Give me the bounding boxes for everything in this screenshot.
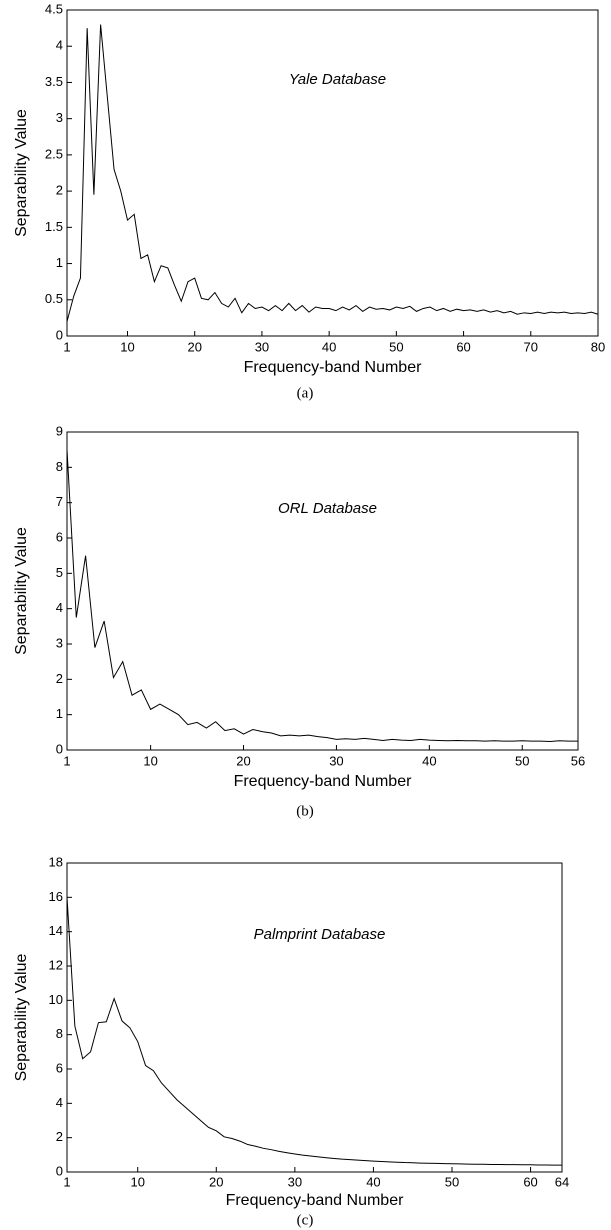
x-tick-label: 80	[591, 339, 605, 354]
y-tick-label: 3	[56, 110, 63, 125]
x-axis-label: Frequency-band Number	[234, 773, 413, 790]
y-tick-label: 12	[49, 957, 63, 972]
caption: (a)	[297, 385, 314, 401]
y-tick-label: 6	[56, 529, 63, 544]
y-tick-label: 14	[49, 923, 63, 938]
data-line	[66, 24, 599, 322]
x-tick-label: 56	[571, 753, 585, 768]
y-tick-label: 0.5	[45, 291, 63, 306]
x-tick-label: 50	[445, 1174, 459, 1189]
y-tick-label: 0	[56, 327, 63, 342]
y-tick-label: 2	[56, 671, 63, 686]
x-tick-label: 40	[366, 1174, 380, 1189]
y-axis-label: Separability Value	[13, 527, 30, 655]
x-tick-label: 30	[329, 753, 343, 768]
y-tick-label: 8	[56, 1026, 63, 1041]
x-tick-label: 40	[422, 753, 436, 768]
x-tick-label: 10	[143, 753, 157, 768]
x-tick-label: 60	[523, 1174, 537, 1189]
y-tick-label: 1	[56, 706, 63, 721]
y-tick-label: 3.5	[45, 74, 63, 89]
y-tick-label: 3	[56, 635, 63, 650]
y-tick-label: 5	[56, 565, 63, 580]
y-tick-label: 4	[56, 600, 63, 615]
y-tick-label: 1	[56, 255, 63, 270]
x-tick-label: 20	[236, 753, 250, 768]
x-tick-label: 40	[322, 339, 336, 354]
y-tick-label: 9	[56, 423, 63, 438]
data-line	[66, 897, 562, 1166]
y-tick-label: 16	[49, 889, 63, 904]
x-tick-label: 50	[389, 339, 403, 354]
x-tick-label: 64	[555, 1174, 569, 1189]
y-axis-label: Separability Value	[13, 109, 30, 237]
y-tick-label: 4.5	[45, 1, 63, 16]
x-tick-label: 10	[120, 339, 134, 354]
y-tick-label: 8	[56, 459, 63, 474]
x-tick-label: 60	[456, 339, 470, 354]
x-tick-label: 50	[515, 753, 529, 768]
y-tick-label: 10	[49, 992, 63, 1007]
caption: (c)	[297, 1212, 314, 1228]
y-tick-label: 2.5	[45, 146, 63, 161]
y-tick-label: 6	[56, 1060, 63, 1075]
y-tick-label: 2	[56, 183, 63, 198]
annotation: Yale Database	[289, 71, 386, 88]
y-tick-label: 7	[56, 494, 63, 509]
x-tick-label: 1	[63, 1174, 70, 1189]
plot-frame	[66, 9, 599, 337]
caption: (b)	[296, 803, 314, 819]
annotation: Palmprint Database	[254, 926, 386, 943]
annotation: ORL Database	[278, 500, 377, 517]
y-tick-label: 1.5	[45, 219, 63, 234]
x-tick-label: 20	[187, 339, 201, 354]
x-tick-label: 1	[63, 753, 70, 768]
y-tick-label: 0	[56, 1163, 63, 1178]
x-tick-label: 1	[63, 339, 70, 354]
data-line	[66, 449, 578, 743]
x-tick-label: 30	[255, 339, 269, 354]
plot-frame	[66, 431, 579, 751]
y-tick-label: 18	[49, 854, 63, 869]
x-tick-label: 10	[130, 1174, 144, 1189]
x-tick-label: 30	[288, 1174, 302, 1189]
y-tick-label: 0	[56, 741, 63, 756]
y-tick-label: 2	[56, 1129, 63, 1144]
x-tick-label: 70	[524, 339, 538, 354]
y-axis-label: Separability Value	[13, 954, 30, 1082]
plot-frame	[66, 862, 563, 1173]
x-tick-label: 20	[209, 1174, 223, 1189]
y-tick-label: 4	[56, 1095, 63, 1110]
y-tick-label: 4	[56, 38, 63, 53]
x-axis-label: Frequency-band Number	[226, 1192, 405, 1209]
x-axis-label: Frequency-band Number	[244, 359, 423, 376]
